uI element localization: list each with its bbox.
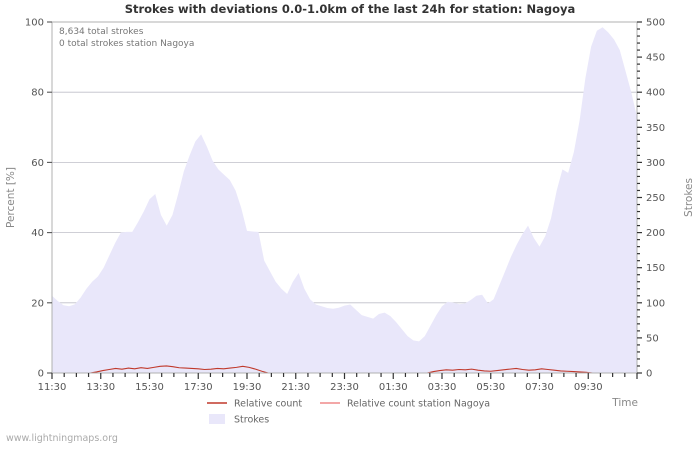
- x-axis-title: Time: [611, 397, 638, 409]
- x-axis-tick-label: 11:30: [38, 382, 67, 393]
- legend-swatch-strokes: [209, 414, 225, 424]
- x-axis-tick-label: 09:30: [574, 382, 603, 393]
- x-axis-tick-label: 05:30: [476, 382, 505, 393]
- annotation-total-strokes-station: 0 total strokes station Nagoya: [59, 39, 194, 49]
- x-axis-tick-label: 19:30: [233, 382, 262, 393]
- chart-title: Strokes with deviations 0.0-1.0km of the…: [125, 2, 576, 16]
- y-axis-tick-label: 20: [31, 298, 44, 309]
- footer-url: www.lightningmaps.org: [6, 433, 118, 444]
- annotation-total-strokes: 8,634 total strokes: [59, 27, 144, 37]
- x-axis-tick-label: 15:30: [135, 382, 164, 393]
- legend-label-relative-count: Relative count: [234, 399, 302, 410]
- y2-axis-tick-label: 400: [646, 88, 665, 99]
- legend-label-relative-count-station: Relative count station Nagoya: [347, 399, 490, 410]
- y2-axis-tick-label: 150: [646, 263, 665, 274]
- y-axis-tick-label: 80: [31, 88, 44, 99]
- y-axis-tick-label: 100: [25, 18, 44, 29]
- x-axis-tick-label: 13:30: [86, 382, 115, 393]
- x-axis-tick-label: 23:30: [330, 382, 359, 393]
- y2-axis-tick-label: 0: [646, 369, 652, 380]
- y2-axis-title: Strokes: [683, 178, 695, 217]
- y2-axis-tick-label: 300: [646, 158, 665, 169]
- y2-axis-tick-label: 50: [646, 333, 659, 344]
- y-axis-tick-label: 60: [31, 158, 44, 169]
- x-axis-tick-label: 17:30: [184, 382, 213, 393]
- y-axis-title: Percent [%]: [5, 167, 17, 228]
- y2-axis-tick-label: 100: [646, 298, 665, 309]
- x-axis-tick-label: 03:30: [428, 382, 457, 393]
- y2-axis-tick-label: 350: [646, 123, 665, 134]
- x-axis-tick-label: 01:30: [379, 382, 408, 393]
- y-axis-tick-label: 0: [38, 369, 44, 380]
- strokes-area-series: [52, 27, 637, 373]
- chart-legend: Relative count Relative count station Nag…: [207, 399, 490, 426]
- y2-axis-tick-label: 450: [646, 53, 665, 64]
- y2-axis-tick-label: 200: [646, 228, 665, 239]
- legend-label-strokes: Strokes: [234, 415, 269, 426]
- y2-axis-tick-label: 250: [646, 193, 665, 204]
- y2-axis-tick-label: 500: [646, 18, 665, 29]
- x-axis-tick-label: 07:30: [525, 382, 554, 393]
- y-axis-tick-label: 40: [31, 228, 44, 239]
- x-axis-tick-label: 21:30: [281, 382, 310, 393]
